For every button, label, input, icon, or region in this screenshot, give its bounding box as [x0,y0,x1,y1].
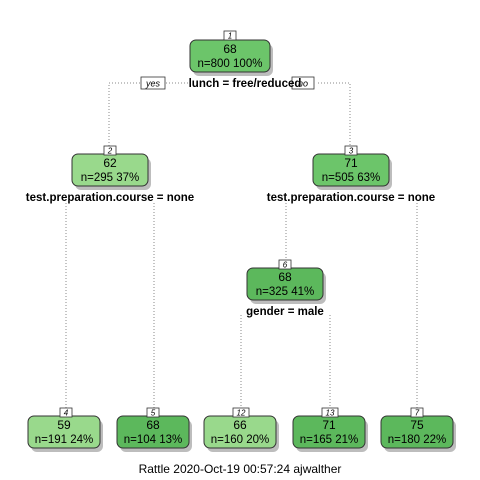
svg-text:yes: yes [145,79,161,89]
tree-connectors [65,82,418,427]
node-split: gender = male [246,306,324,318]
node-count: n=295 37% [81,172,140,184]
node-1: 1 68 n=800 100% lunch = free/reduced [189,30,302,90]
node-value: 68 [278,270,292,284]
node-split: test.preparation.course = none [26,192,194,204]
node-split: test.preparation.course = none [267,192,435,204]
node-value: 71 [322,418,336,432]
node-split: lunch = free/reduced [189,78,302,90]
node-id: 4 [64,409,69,418]
node-13: 13 71 n=165 21% [292,407,368,452]
connector-1-3 [318,82,351,153]
node-count: n=325 41% [256,286,315,298]
node-count: n=104 13% [124,434,183,446]
node-count: n=505 63% [322,172,381,184]
node-value: 68 [223,42,237,56]
node-value: 62 [103,156,117,170]
node-3: 3 71 n=505 63% test.preparation.course =… [267,145,435,204]
node-id: 1 [228,32,232,41]
connector-1-2 [108,82,188,153]
node-count: n=180 22% [388,434,447,446]
node-id: 13 [326,409,335,418]
node-value: 66 [233,418,247,432]
node-5: 5 68 n=104 13% [116,407,192,452]
node-value: 75 [410,418,424,432]
node-value: 68 [146,418,160,432]
node-count: n=160 20% [211,434,270,446]
node-2: 2 62 n=295 37% test.preparation.course =… [26,145,194,204]
node-6: 6 68 n=325 41% gender = male [246,259,326,318]
node-7: 7 75 n=180 22% [380,407,456,452]
branch-yes-label: yes [140,76,166,90]
node-count: n=191 24% [35,434,94,446]
node-id: 7 [415,409,420,418]
node-4: 4 59 n=191 24% [27,407,103,452]
branch-no-label: no [291,76,315,90]
node-count: n=800 100% [198,58,263,70]
node-value: 71 [344,156,358,170]
caption: Rattle 2020-Oct-19 00:57:24 ajwalther [139,462,342,476]
node-count: n=165 21% [300,434,359,446]
node-id: 3 [349,147,354,156]
node-id: 12 [237,409,246,418]
node-value: 59 [57,418,71,432]
node-12: 12 66 n=160 20% [203,407,279,452]
svg-text:no: no [298,79,308,89]
node-id: 2 [107,147,113,156]
node-id: 5 [151,409,156,418]
node-id: 6 [283,261,288,270]
